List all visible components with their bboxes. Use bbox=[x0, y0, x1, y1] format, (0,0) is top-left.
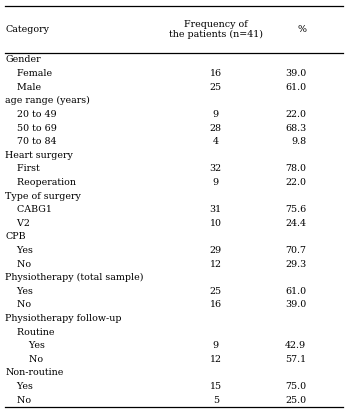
Text: Category: Category bbox=[5, 25, 49, 34]
Text: age range (years): age range (years) bbox=[5, 96, 90, 106]
Text: Yes: Yes bbox=[5, 246, 33, 255]
Text: 39.0: 39.0 bbox=[285, 69, 306, 78]
Text: Type of surgery: Type of surgery bbox=[5, 191, 81, 200]
Text: 12: 12 bbox=[210, 355, 222, 364]
Text: Non-routine: Non-routine bbox=[5, 369, 64, 378]
Text: 20 to 49: 20 to 49 bbox=[5, 110, 57, 119]
Text: 16: 16 bbox=[210, 300, 222, 309]
Text: 61.0: 61.0 bbox=[285, 83, 306, 92]
Text: Heart surgery: Heart surgery bbox=[5, 151, 73, 160]
Text: 75.0: 75.0 bbox=[285, 382, 306, 391]
Text: 42.9: 42.9 bbox=[285, 341, 306, 350]
Text: Routine: Routine bbox=[5, 328, 55, 337]
Text: Physiotherapy (total sample): Physiotherapy (total sample) bbox=[5, 273, 144, 282]
Text: 25: 25 bbox=[210, 287, 222, 296]
Text: No: No bbox=[5, 396, 31, 405]
Text: V2: V2 bbox=[5, 219, 30, 228]
Text: 16: 16 bbox=[210, 69, 222, 78]
Text: Male: Male bbox=[5, 83, 41, 92]
Text: Reoperation: Reoperation bbox=[5, 178, 76, 187]
Text: 31: 31 bbox=[210, 205, 222, 214]
Text: 68.3: 68.3 bbox=[285, 124, 306, 133]
Text: No: No bbox=[5, 355, 44, 364]
Text: Yes: Yes bbox=[5, 341, 45, 350]
Text: No: No bbox=[5, 300, 31, 309]
Text: 12: 12 bbox=[210, 260, 222, 269]
Text: 29: 29 bbox=[210, 246, 222, 255]
Text: 4: 4 bbox=[213, 137, 219, 146]
Text: 70 to 84: 70 to 84 bbox=[5, 137, 57, 146]
Text: 9: 9 bbox=[213, 341, 219, 350]
Text: 22.0: 22.0 bbox=[285, 110, 306, 119]
Text: 50 to 69: 50 to 69 bbox=[5, 124, 57, 133]
Text: 32: 32 bbox=[210, 164, 222, 173]
Text: 22.0: 22.0 bbox=[285, 178, 306, 187]
Text: 24.4: 24.4 bbox=[285, 219, 306, 228]
Text: Female: Female bbox=[5, 69, 52, 78]
Text: 25: 25 bbox=[210, 83, 222, 92]
Text: Gender: Gender bbox=[5, 56, 41, 65]
Text: Physiotherapy follow-up: Physiotherapy follow-up bbox=[5, 314, 122, 323]
Text: 9.8: 9.8 bbox=[291, 137, 306, 146]
Text: CABG1: CABG1 bbox=[5, 205, 52, 214]
Text: 9: 9 bbox=[213, 110, 219, 119]
Text: Frequency of
the patients (n=41): Frequency of the patients (n=41) bbox=[169, 20, 263, 39]
Text: No: No bbox=[5, 260, 31, 269]
Text: 28: 28 bbox=[210, 124, 222, 133]
Text: First: First bbox=[5, 164, 40, 173]
Text: 29.3: 29.3 bbox=[285, 260, 306, 269]
Text: CPB: CPB bbox=[5, 232, 26, 241]
Text: Yes: Yes bbox=[5, 382, 33, 391]
Text: 70.7: 70.7 bbox=[285, 246, 306, 255]
Text: 10: 10 bbox=[210, 219, 222, 228]
Text: 57.1: 57.1 bbox=[285, 355, 306, 364]
Text: 25.0: 25.0 bbox=[285, 396, 306, 405]
Text: 39.0: 39.0 bbox=[285, 300, 306, 309]
Text: 61.0: 61.0 bbox=[285, 287, 306, 296]
Text: 5: 5 bbox=[213, 396, 219, 405]
Text: 78.0: 78.0 bbox=[285, 164, 306, 173]
Text: Yes: Yes bbox=[5, 287, 33, 296]
Text: 9: 9 bbox=[213, 178, 219, 187]
Text: 75.6: 75.6 bbox=[285, 205, 306, 214]
Text: 15: 15 bbox=[210, 382, 222, 391]
Text: %: % bbox=[297, 25, 306, 34]
